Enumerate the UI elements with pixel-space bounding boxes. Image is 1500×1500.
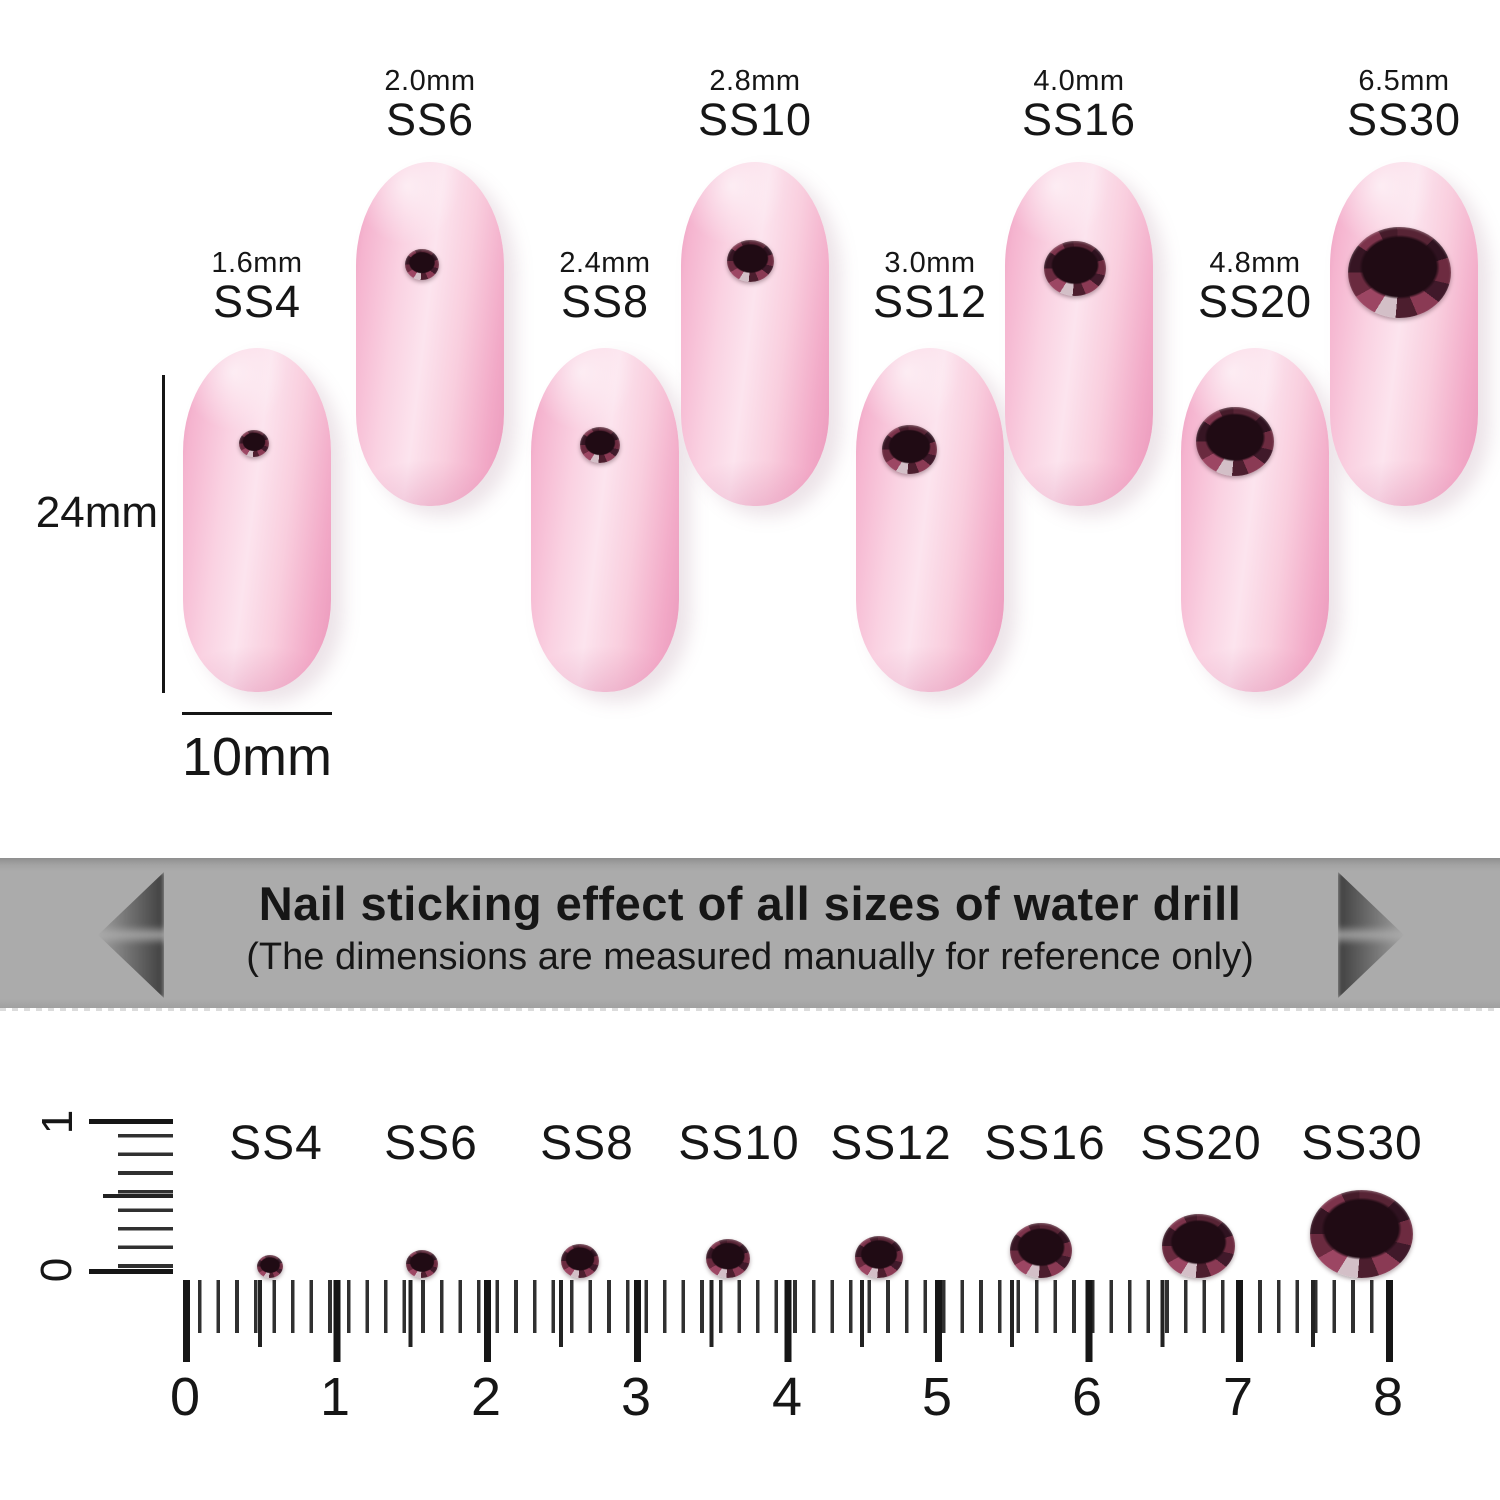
- nail-tip-photo: [183, 348, 331, 692]
- nail-size-code-label: SS6: [385, 94, 475, 146]
- ruler-cm-number: 3: [620, 1367, 652, 1427]
- banner-title: Nail sticking effect of all sizes of wat…: [258, 877, 1242, 930]
- rhinestone-icon: [1348, 227, 1451, 318]
- nail-size-mm-label: 4.8mm: [1209, 247, 1301, 279]
- nail-length-dimension-line: [162, 375, 165, 693]
- nail-width-dimension-line: [182, 712, 332, 715]
- rhinestone-icon: [727, 240, 774, 282]
- rhinestone-icon: [406, 1250, 438, 1278]
- ruler-cm-number: 0: [169, 1367, 201, 1427]
- rhinestone-icon: [257, 1255, 283, 1278]
- nail-size-code-label: SS20: [1197, 276, 1313, 328]
- rhinestone-icon: [706, 1239, 750, 1278]
- ruler-cm-number: 4: [771, 1367, 803, 1427]
- ruler-cm-number: 2: [470, 1367, 502, 1427]
- rhinestone-icon: [405, 249, 439, 280]
- scale-size-label: SS16: [984, 1117, 1106, 1170]
- nail-tip-photo: [356, 162, 504, 506]
- ruler-cm-number: 6: [1071, 1367, 1103, 1427]
- nail-size-mm-label: 2.4mm: [559, 247, 651, 279]
- nail-size-code-label: SS12: [872, 276, 988, 328]
- nail-size-code-label: SS10: [697, 94, 813, 146]
- rhinestone-icon: [561, 1244, 599, 1278]
- rhinestone-icon: [882, 425, 937, 474]
- nail-size-mm-label: 4.0mm: [1033, 65, 1125, 97]
- ruler-cm-number: 7: [1222, 1367, 1254, 1427]
- nail-tip-photo: [531, 348, 679, 692]
- rhinestone-icon: [1010, 1223, 1072, 1278]
- vertical-ruler-number-0: 0: [32, 1257, 81, 1283]
- rhinestone-icon: [1162, 1214, 1235, 1278]
- scale-size-label: SS6: [384, 1117, 478, 1170]
- scale-size-label: SS20: [1140, 1117, 1262, 1170]
- horizontal-ruler: [183, 1280, 1395, 1364]
- rhinestone-icon: [239, 430, 269, 457]
- nail-width-label: 10mm: [181, 727, 333, 787]
- rhinestone-icon: [1310, 1190, 1413, 1278]
- vertical-ruler: [89, 1119, 173, 1275]
- rhinestone-icon: [580, 427, 620, 463]
- scale-size-label: SS4: [229, 1117, 323, 1170]
- nail-tip-photo: [1330, 162, 1478, 506]
- nail-size-mm-label: 3.0mm: [884, 247, 976, 279]
- nail-tip-photo: [681, 162, 829, 506]
- scale-size-label: SS12: [830, 1117, 952, 1170]
- ruler-cm-number: 5: [921, 1367, 953, 1427]
- caption-banner: [0, 858, 1500, 1011]
- nail-size-mm-label: 2.0mm: [384, 65, 476, 97]
- nail-length-label: 24mm: [35, 488, 158, 537]
- nail-size-code-label: SS16: [1021, 94, 1137, 146]
- nail-tip-photo: [856, 348, 1004, 692]
- nail-size-code-label: SS30: [1346, 94, 1462, 146]
- scale-size-label: SS30: [1301, 1117, 1423, 1170]
- nail-tip-photo: [1005, 162, 1153, 506]
- nail-size-mm-label: 6.5mm: [1358, 65, 1450, 97]
- nail-tip-photo: [1181, 348, 1329, 692]
- nail-size-code-label: SS4: [212, 276, 302, 328]
- nail-size-mm-label: 1.6mm: [211, 247, 303, 279]
- nail-size-code-label: SS8: [560, 276, 650, 328]
- vertical-ruler-number-1: 1: [33, 1109, 82, 1135]
- ruler-cm-number: 8: [1372, 1367, 1404, 1427]
- rhinestone-icon: [1044, 241, 1106, 296]
- rhinestone-icon: [855, 1236, 903, 1278]
- scale-size-label: SS10: [678, 1117, 800, 1170]
- nail-size-mm-label: 2.8mm: [709, 65, 801, 97]
- scale-size-label: SS8: [540, 1117, 634, 1170]
- rhinestone-icon: [1196, 407, 1274, 476]
- ruler-cm-number: 1: [319, 1367, 351, 1427]
- banner-subtitle: (The dimensions are measured manually fo…: [246, 936, 1254, 978]
